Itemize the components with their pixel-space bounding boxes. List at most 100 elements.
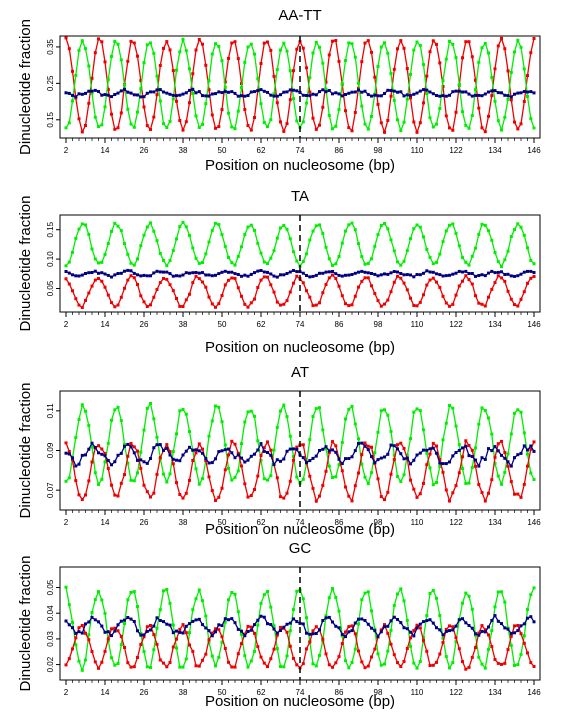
data-point (324, 270, 328, 274)
data-point (80, 130, 84, 134)
data-point (308, 459, 312, 463)
data-point (194, 114, 198, 118)
data-point (301, 46, 305, 50)
data-point (321, 232, 325, 235)
data-point (110, 483, 113, 487)
data-point (373, 451, 377, 455)
data-point (350, 499, 354, 503)
data-point (457, 244, 461, 248)
data-point (519, 45, 523, 49)
data-point (275, 300, 279, 304)
data-point (474, 93, 477, 97)
data-point (532, 262, 536, 266)
data-point (509, 432, 513, 436)
data-point (350, 624, 354, 628)
data-point (155, 443, 159, 447)
data-point (207, 94, 211, 98)
data-point (155, 269, 159, 273)
data-point (136, 449, 139, 453)
data-point (379, 628, 383, 632)
data-point (301, 93, 305, 97)
data-point (246, 124, 250, 127)
data-point (529, 615, 533, 619)
x-tick-label: 26 (140, 146, 149, 155)
data-point (324, 245, 328, 249)
data-point (405, 273, 409, 277)
data-point (181, 665, 185, 669)
series-points-green (64, 402, 536, 487)
data-point (464, 591, 468, 595)
data-point (464, 481, 468, 485)
data-point (204, 273, 208, 277)
data-point (100, 598, 104, 602)
data-point (418, 300, 422, 304)
data-point (269, 118, 273, 122)
data-point (340, 82, 344, 86)
data-point (409, 630, 412, 634)
data-point (500, 270, 503, 274)
data-point (405, 618, 409, 622)
data-point (129, 91, 133, 95)
data-point (155, 88, 159, 92)
data-point (246, 45, 250, 49)
data-point (132, 276, 136, 280)
data-point (90, 247, 94, 251)
data-point (526, 448, 529, 452)
data-point (152, 417, 156, 421)
data-point (311, 662, 315, 666)
data-point (431, 125, 435, 129)
data-point (139, 632, 143, 635)
data-point (292, 69, 295, 73)
data-point (467, 40, 471, 44)
data-point (370, 626, 373, 630)
data-point (116, 629, 120, 633)
data-point (331, 263, 334, 267)
data-point (262, 477, 266, 481)
data-point (71, 647, 74, 651)
data-point (441, 79, 445, 83)
data-point (298, 621, 302, 625)
data-point (145, 274, 149, 278)
x-axis-label: Position on nucleosome (bp) (205, 157, 395, 174)
data-point (80, 624, 84, 627)
data-point (474, 294, 477, 298)
data-point (132, 271, 136, 275)
x-tick-label: 134 (488, 518, 502, 527)
data-point (415, 273, 419, 276)
data-point (483, 666, 487, 670)
data-point (324, 283, 328, 286)
data-point (223, 244, 227, 248)
data-point (477, 93, 481, 97)
data-point (389, 628, 393, 632)
data-point (496, 449, 500, 453)
y-tick-label: 0.15 (46, 221, 55, 237)
data-point (210, 631, 214, 635)
data-point (152, 271, 156, 275)
data-point (126, 278, 130, 282)
data-point (415, 304, 419, 308)
data-point (496, 442, 500, 446)
data-point (311, 92, 315, 96)
data-point (513, 303, 516, 307)
data-point (506, 272, 510, 276)
data-point (103, 252, 107, 256)
data-point (487, 491, 490, 495)
data-point (93, 278, 97, 282)
data-point (454, 451, 458, 454)
data-point (126, 59, 130, 63)
data-point (353, 621, 357, 625)
data-point (223, 647, 227, 650)
data-point (373, 272, 377, 276)
data-point (383, 408, 386, 412)
data-point (301, 456, 305, 460)
x-tick-label: 146 (527, 320, 541, 329)
x-tick-label: 38 (179, 146, 188, 155)
data-point (288, 644, 292, 648)
data-point (516, 453, 520, 457)
data-point (217, 405, 221, 409)
data-point (67, 603, 71, 607)
data-point (210, 654, 214, 658)
data-point (256, 241, 260, 245)
data-point (357, 471, 360, 475)
data-point (444, 94, 448, 98)
